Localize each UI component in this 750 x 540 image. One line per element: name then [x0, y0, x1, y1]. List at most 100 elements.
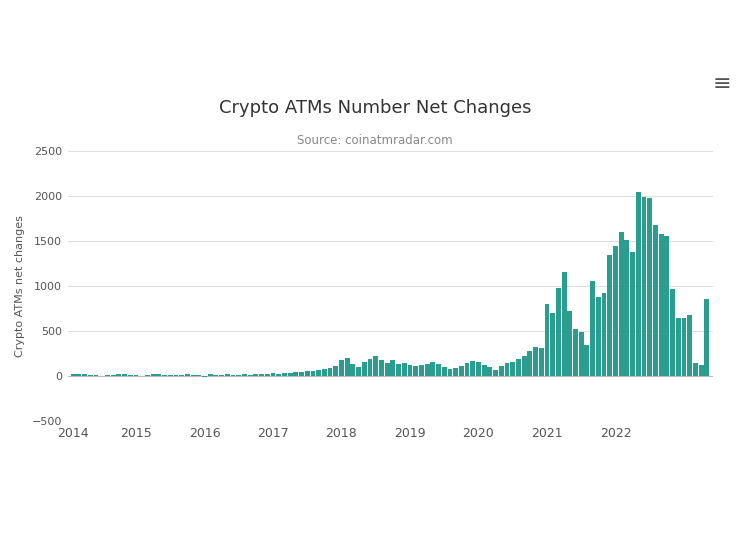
Bar — [276, 374, 281, 376]
Bar — [230, 375, 236, 376]
Bar — [128, 375, 133, 376]
Bar — [670, 289, 675, 376]
Text: ≡: ≡ — [712, 73, 731, 94]
Bar — [584, 345, 590, 376]
Bar — [151, 374, 155, 376]
Bar — [704, 299, 710, 376]
Bar — [608, 255, 612, 376]
Bar — [544, 304, 550, 376]
Bar — [260, 374, 264, 376]
Bar — [630, 252, 635, 376]
Bar — [322, 369, 327, 376]
Bar — [613, 246, 618, 376]
Bar — [579, 332, 584, 376]
Bar — [339, 360, 344, 376]
Bar — [699, 366, 703, 376]
Bar — [602, 293, 607, 376]
Bar — [168, 375, 172, 376]
Bar — [653, 225, 658, 376]
Bar — [236, 375, 242, 376]
Bar — [282, 373, 286, 376]
Bar — [310, 371, 315, 376]
Bar — [641, 197, 646, 376]
Bar — [88, 375, 93, 376]
Bar — [293, 372, 298, 376]
Bar — [538, 348, 544, 376]
Bar — [567, 310, 572, 376]
Bar — [459, 366, 464, 376]
Bar — [254, 374, 258, 376]
Bar — [248, 375, 253, 376]
Bar — [374, 356, 378, 376]
Bar — [596, 297, 601, 376]
Bar — [442, 367, 447, 376]
Bar — [173, 375, 178, 376]
Bar — [116, 374, 122, 376]
Bar — [271, 373, 275, 376]
Bar — [499, 366, 504, 376]
Bar — [619, 232, 623, 376]
Bar — [407, 364, 413, 376]
Bar — [219, 375, 224, 376]
Bar — [658, 234, 664, 376]
Bar — [111, 375, 116, 376]
Bar — [316, 370, 321, 376]
Bar — [145, 375, 150, 376]
Bar — [625, 240, 629, 376]
Bar — [516, 359, 520, 376]
Bar — [333, 366, 338, 376]
Bar — [356, 367, 361, 376]
Bar — [482, 366, 487, 376]
Text: Crypto ATMs Number Net Changes: Crypto ATMs Number Net Changes — [219, 99, 531, 117]
Bar — [70, 374, 76, 376]
Bar — [413, 366, 418, 376]
Bar — [556, 288, 561, 376]
Bar — [196, 375, 201, 376]
Bar — [488, 367, 492, 376]
Bar — [225, 374, 230, 376]
Bar — [664, 236, 669, 376]
Bar — [647, 198, 652, 376]
Bar — [185, 374, 190, 376]
Bar — [436, 363, 441, 376]
Bar — [385, 363, 389, 376]
Y-axis label: Crypto ATMs net changes: Crypto ATMs net changes — [14, 215, 25, 357]
Bar — [288, 373, 292, 376]
Bar — [419, 364, 424, 376]
Text: Source: coinatmradar.com: Source: coinatmradar.com — [297, 134, 453, 147]
Bar — [134, 375, 139, 376]
Bar — [636, 192, 640, 376]
Bar — [350, 363, 355, 376]
Bar — [304, 372, 310, 376]
Bar — [693, 363, 698, 376]
Bar — [453, 368, 458, 376]
Bar — [396, 363, 401, 376]
Bar — [214, 375, 218, 376]
Bar — [448, 368, 452, 376]
Bar — [402, 363, 406, 376]
Bar — [470, 361, 476, 376]
Bar — [476, 362, 481, 376]
Bar — [687, 315, 692, 376]
Bar — [265, 374, 270, 376]
Bar — [391, 361, 395, 376]
Bar — [676, 318, 681, 376]
Bar — [328, 368, 332, 376]
Bar — [208, 374, 213, 376]
Bar — [179, 375, 184, 376]
Bar — [510, 362, 515, 376]
Bar — [242, 374, 247, 376]
Bar — [522, 356, 526, 376]
Bar — [590, 281, 595, 376]
Bar — [550, 313, 555, 376]
Bar — [505, 363, 509, 376]
Bar — [76, 374, 81, 376]
Bar — [465, 363, 470, 376]
Bar — [533, 347, 538, 376]
Bar — [430, 362, 435, 376]
Bar — [562, 272, 566, 376]
Bar — [368, 359, 373, 376]
Bar — [82, 374, 87, 376]
Bar — [345, 358, 350, 376]
Bar — [362, 362, 367, 376]
